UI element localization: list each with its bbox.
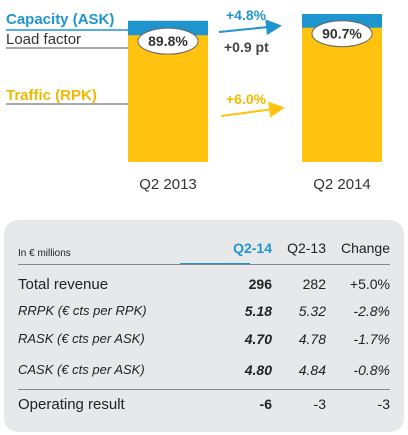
cell-q2-14: 5.18 xyxy=(244,303,272,319)
column-header-q2-13: Q2-13 xyxy=(287,240,326,256)
cell-change: -3 xyxy=(377,396,390,412)
cell-q2-14: -6 xyxy=(259,396,272,412)
column-header-change: Change xyxy=(340,240,390,256)
traffic-change-arrow xyxy=(220,101,285,118)
load-factor-label-1: 89.8% xyxy=(148,33,188,49)
table-row: Total revenue 296 282 +5.0% xyxy=(18,276,390,298)
table-header-row: In € millions Q2-14 Q2-13 Change xyxy=(18,240,390,262)
table-row: RASK (€ cts per ASK) 4.70 4.78 -1.7% xyxy=(18,331,390,353)
legend-load-factor: Load factor xyxy=(6,31,81,48)
traffic-bar-1 xyxy=(128,35,208,162)
traffic-capacity-chart: Capacity (ASK) Load factor Traffic (RPK)… xyxy=(6,7,382,193)
row-divider xyxy=(18,389,390,390)
traffic-change-label: +6.0% xyxy=(226,91,267,107)
x-tick-label-1: Q2 2013 xyxy=(139,176,197,193)
load-factor-change-label: +0.9 pt xyxy=(224,39,269,55)
row-label: Operating result xyxy=(18,396,125,413)
cell-q2-13: 282 xyxy=(302,276,326,292)
row-label: RRPK (€ cts per RPK) xyxy=(18,303,147,318)
cell-change: -2.8% xyxy=(353,303,390,319)
load-factor-badge-2 xyxy=(311,20,373,48)
row-label: Total revenue xyxy=(18,276,109,293)
cell-q2-13: 4.78 xyxy=(298,331,326,347)
results-table-panel xyxy=(4,220,404,432)
cell-q2-14: 296 xyxy=(248,276,272,292)
column-header-q2-14: Q2-14 xyxy=(233,240,272,256)
legend-capacity: Capacity (ASK) xyxy=(6,11,114,28)
traffic-bar-2 xyxy=(302,27,382,163)
cell-change: -1.7% xyxy=(353,331,390,347)
cell-change: -0.8% xyxy=(353,362,390,378)
capacity-change-arrow xyxy=(218,19,282,36)
load-factor-label-2: 90.7% xyxy=(322,26,362,42)
cell-change: +5.0% xyxy=(349,276,390,292)
cell-q2-14: 4.80 xyxy=(244,362,272,378)
cell-q2-13: 5.32 xyxy=(298,303,326,319)
table-row: CASK (€ cts per ASK) 4.80 4.84 -0.8% xyxy=(18,362,390,384)
table-row: RRPK (€ cts per RPK) 5.18 5.32 -2.8% xyxy=(18,303,390,325)
cell-q2-13: 4.84 xyxy=(298,362,326,378)
row-label: RASK (€ cts per ASK) xyxy=(18,331,145,346)
cell-q2-14: 4.70 xyxy=(244,331,272,347)
capacity-change-label: +4.8% xyxy=(226,7,267,23)
row-label: CASK (€ cts per ASK) xyxy=(18,362,145,377)
cell-q2-13: -3 xyxy=(313,396,326,412)
legend-traffic: Traffic (RPK) xyxy=(6,87,97,104)
table-row: Operating result -6 -3 -3 xyxy=(18,396,390,418)
unit-label: In € millions xyxy=(18,248,71,259)
x-tick-label-2: Q2 2014 xyxy=(313,176,371,193)
header-divider xyxy=(18,264,390,265)
load-factor-badge-1 xyxy=(137,27,199,55)
